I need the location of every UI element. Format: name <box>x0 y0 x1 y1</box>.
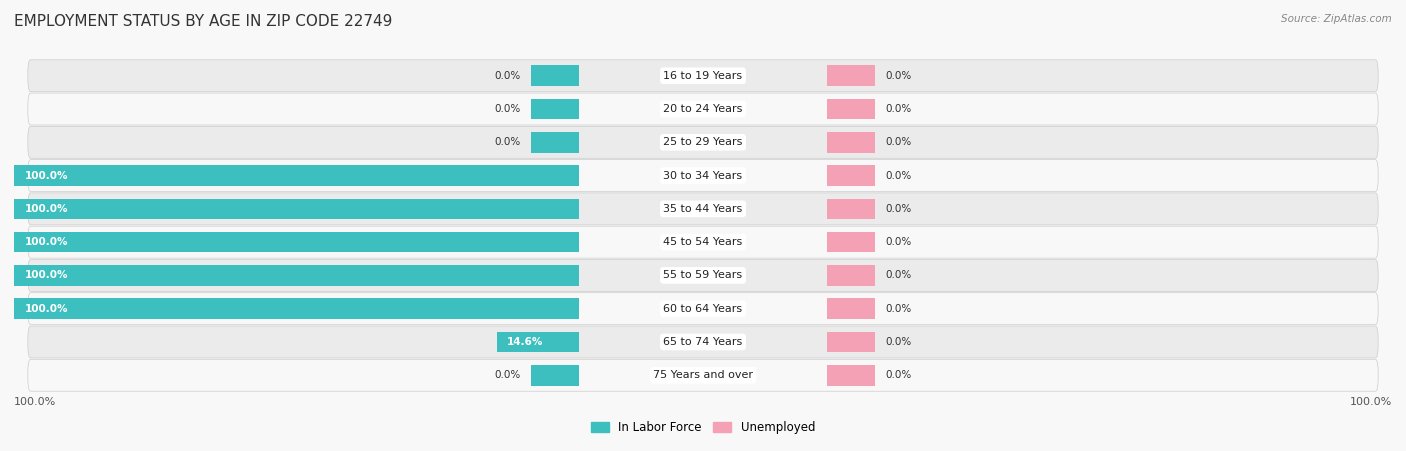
Text: 0.0%: 0.0% <box>886 271 912 281</box>
Text: 75 Years and over: 75 Years and over <box>652 370 754 380</box>
Text: 60 to 64 Years: 60 to 64 Years <box>664 304 742 314</box>
Bar <box>14 265 579 286</box>
Text: 0.0%: 0.0% <box>886 204 912 214</box>
Bar <box>827 198 875 219</box>
Text: 0.0%: 0.0% <box>494 137 520 147</box>
FancyBboxPatch shape <box>28 259 1378 291</box>
Bar <box>14 198 579 219</box>
Text: 100.0%: 100.0% <box>24 271 67 281</box>
Text: 55 to 59 Years: 55 to 59 Years <box>664 271 742 281</box>
Text: 0.0%: 0.0% <box>494 71 520 81</box>
Text: 100.0%: 100.0% <box>24 237 67 247</box>
Text: 100.0%: 100.0% <box>1350 397 1392 407</box>
Text: 100.0%: 100.0% <box>24 304 67 314</box>
Bar <box>827 132 875 152</box>
Bar <box>531 365 579 386</box>
Text: 0.0%: 0.0% <box>494 370 520 380</box>
FancyBboxPatch shape <box>28 359 1378 391</box>
Text: 0.0%: 0.0% <box>886 170 912 180</box>
Text: 100.0%: 100.0% <box>14 397 56 407</box>
Bar <box>827 232 875 253</box>
Text: 100.0%: 100.0% <box>24 170 67 180</box>
Text: 0.0%: 0.0% <box>886 137 912 147</box>
FancyBboxPatch shape <box>28 160 1378 192</box>
Text: 0.0%: 0.0% <box>886 104 912 114</box>
Text: 16 to 19 Years: 16 to 19 Years <box>664 71 742 81</box>
Text: 20 to 24 Years: 20 to 24 Years <box>664 104 742 114</box>
Text: 65 to 74 Years: 65 to 74 Years <box>664 337 742 347</box>
Text: 0.0%: 0.0% <box>886 237 912 247</box>
Text: 0.0%: 0.0% <box>886 337 912 347</box>
Text: 35 to 44 Years: 35 to 44 Years <box>664 204 742 214</box>
Bar <box>827 165 875 186</box>
Text: 0.0%: 0.0% <box>494 104 520 114</box>
Legend: In Labor Force, Unemployed: In Labor Force, Unemployed <box>586 417 820 439</box>
Bar <box>14 299 579 319</box>
Bar <box>827 65 875 86</box>
FancyBboxPatch shape <box>28 193 1378 225</box>
Bar <box>531 99 579 120</box>
Bar <box>827 331 875 352</box>
Text: 0.0%: 0.0% <box>886 71 912 81</box>
Bar <box>827 299 875 319</box>
Text: 30 to 34 Years: 30 to 34 Years <box>664 170 742 180</box>
Bar <box>531 65 579 86</box>
FancyBboxPatch shape <box>28 226 1378 258</box>
FancyBboxPatch shape <box>28 126 1378 158</box>
Bar <box>827 365 875 386</box>
FancyBboxPatch shape <box>28 326 1378 358</box>
Text: 14.6%: 14.6% <box>506 337 543 347</box>
Text: 0.0%: 0.0% <box>886 304 912 314</box>
Text: 0.0%: 0.0% <box>886 370 912 380</box>
Text: Source: ZipAtlas.com: Source: ZipAtlas.com <box>1281 14 1392 23</box>
Text: 100.0%: 100.0% <box>24 204 67 214</box>
Bar <box>827 265 875 286</box>
Bar <box>531 132 579 152</box>
Bar <box>496 331 579 352</box>
FancyBboxPatch shape <box>28 293 1378 325</box>
FancyBboxPatch shape <box>28 93 1378 125</box>
Text: EMPLOYMENT STATUS BY AGE IN ZIP CODE 22749: EMPLOYMENT STATUS BY AGE IN ZIP CODE 227… <box>14 14 392 28</box>
Bar <box>14 232 579 253</box>
Bar <box>14 165 579 186</box>
Bar <box>827 99 875 120</box>
FancyBboxPatch shape <box>28 60 1378 92</box>
Text: 25 to 29 Years: 25 to 29 Years <box>664 137 742 147</box>
Text: 45 to 54 Years: 45 to 54 Years <box>664 237 742 247</box>
